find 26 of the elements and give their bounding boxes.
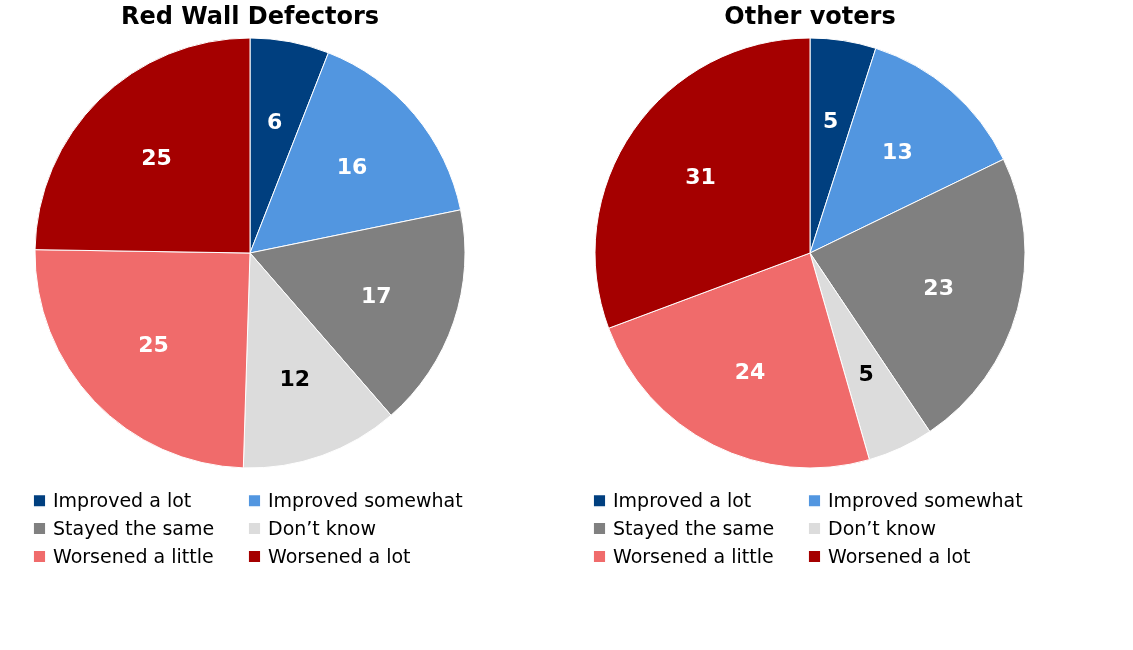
data-label: 24	[734, 359, 766, 385]
data-label: 16	[336, 154, 368, 180]
data-label: 25	[138, 332, 169, 358]
legend-label: Improved a lot	[53, 488, 192, 511]
chart-title: Other voters	[724, 2, 896, 30]
data-label: 5	[858, 360, 874, 386]
legend-label: Don’t know	[828, 516, 937, 539]
legend-label: Worsened a lot	[828, 544, 971, 567]
data-label: 25	[141, 145, 172, 171]
chart-title: Red Wall Defectors	[120, 2, 380, 30]
legend-label: Stayed the same	[613, 516, 775, 539]
data-label: 23	[923, 274, 954, 300]
legend-label: Don’t know	[268, 516, 377, 539]
legend-label: Worsened a little	[613, 544, 774, 567]
legend-label: Stayed the same	[53, 516, 215, 539]
data-label: 31	[685, 164, 716, 190]
data-label: 6	[267, 109, 283, 135]
legend-label: Worsened a little	[53, 544, 214, 567]
data-label: 12	[279, 365, 311, 391]
data-label: 13	[882, 139, 913, 165]
data-label: 17	[360, 282, 392, 308]
legend-label: Improved somewhat	[268, 488, 463, 511]
legend-label: Worsened a lot	[268, 544, 411, 567]
legend-label: Improved somewhat	[828, 488, 1023, 511]
legend-label: Improved a lot	[613, 488, 752, 511]
data-label: 5	[822, 108, 839, 134]
